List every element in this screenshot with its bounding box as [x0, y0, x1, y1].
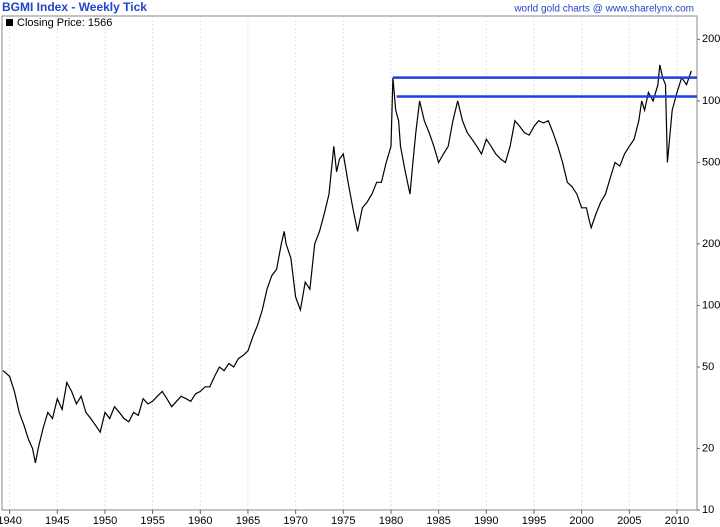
y-tick-label: 100 [702, 299, 720, 311]
plot-frame [1, 15, 698, 511]
x-tick-label: 1945 [45, 515, 69, 527]
x-tick-label: 1950 [93, 515, 117, 527]
y-tick-label: 10 [702, 504, 714, 516]
chart-title: BGMI Index - Weekly Tick [2, 0, 147, 14]
source: world gold charts @ www.sharelynx.com [513, 4, 694, 15]
legend-swatch [6, 19, 13, 26]
x-tick-label: 1960 [188, 515, 212, 527]
x-tick-label: 1955 [140, 515, 164, 527]
x-tick-label: 1990 [474, 515, 498, 527]
x-tick-label: 2005 [617, 515, 641, 527]
x-tick-label: 1970 [283, 515, 307, 527]
y-tick-label: 2000 [702, 33, 720, 45]
y-tick-label: 200 [702, 238, 720, 250]
x-tick-label: 1980 [379, 515, 403, 527]
y-tick-label: 50 [702, 361, 714, 373]
y-tick-label: 1000 [702, 95, 720, 107]
x-tick-label: 1995 [522, 515, 546, 527]
x-tick-label: 1940 [0, 515, 22, 527]
x-tick-label: 2000 [569, 515, 593, 527]
price-line [2, 64, 692, 464]
x-tick-label: 1965 [236, 515, 260, 527]
legend-label: Closing Price: 1566 [17, 17, 112, 29]
x-tick-label: 2010 [665, 515, 689, 527]
y-tick-label: 500 [702, 156, 720, 168]
x-tick-label: 1985 [426, 515, 450, 527]
y-tick-label: 20 [702, 442, 714, 454]
x-tick-label: 1975 [331, 515, 355, 527]
